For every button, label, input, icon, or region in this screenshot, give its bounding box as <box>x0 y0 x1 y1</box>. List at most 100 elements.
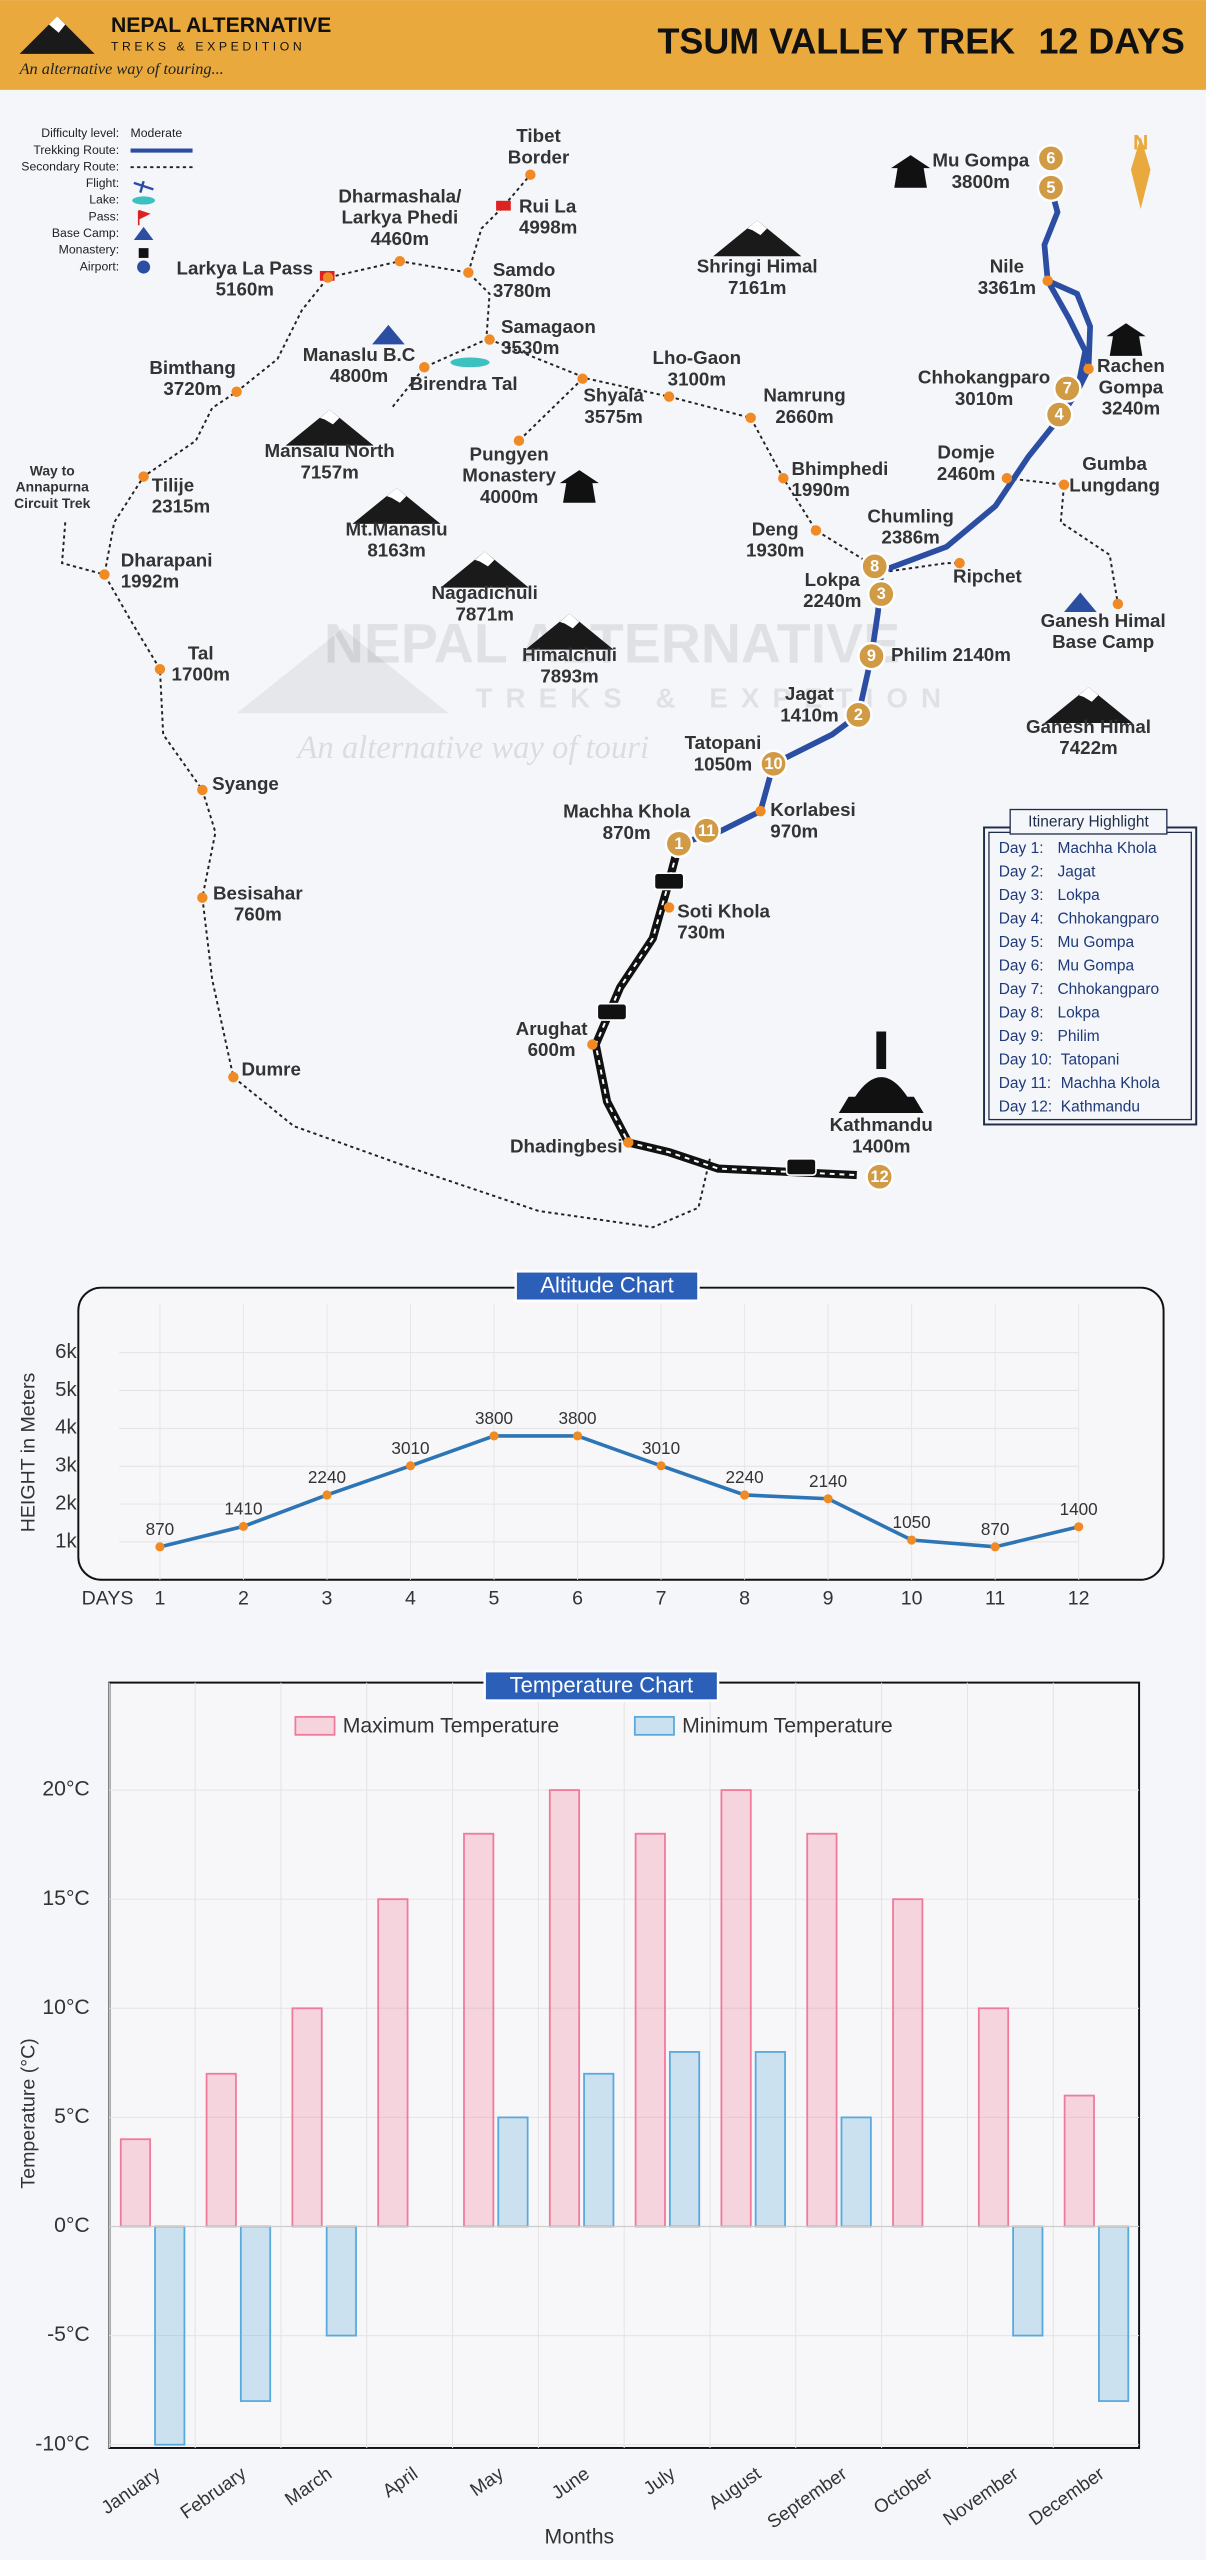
itinerary-title: Itinerary Highlight <box>1028 814 1149 831</box>
place-label: Tibet <box>516 125 561 146</box>
day-marker-label: 8 <box>870 557 879 575</box>
place-label: Soti Khola <box>677 900 770 921</box>
legend-flight <box>133 180 154 193</box>
place-label: 7422m <box>1059 737 1117 758</box>
place-label: Larkya Phedi <box>341 207 458 228</box>
day-marker <box>844 700 873 730</box>
compass <box>1130 137 1151 209</box>
mountain-snow <box>319 409 340 425</box>
place-label: Syange <box>212 773 279 794</box>
monastery-icon <box>891 155 931 188</box>
stop-dot <box>577 373 588 384</box>
place-label: 3780m <box>493 280 551 301</box>
secondary-route <box>467 174 532 273</box>
stop-dot <box>322 272 334 283</box>
temperature-bar <box>754 2051 786 2228</box>
place-label: Border <box>508 146 570 167</box>
place-label: Machha Khola <box>563 801 691 822</box>
temperature-bar <box>634 1832 666 2228</box>
place-label: Tal <box>188 642 214 663</box>
day-marker <box>759 749 788 779</box>
place-label: Mt.Manaslu <box>346 518 448 539</box>
stop-dot <box>778 473 789 484</box>
watermark: TREKS & EXPETION <box>475 683 954 714</box>
place-label: 870m <box>603 822 651 843</box>
place-label: Namrung <box>763 385 845 406</box>
stop-dot <box>513 435 525 446</box>
stop-dot <box>755 805 766 817</box>
place-label: Circuit Trek <box>14 495 91 511</box>
itinerary-day: Day 5: <box>999 934 1044 951</box>
itinerary-day: Day 11: <box>999 1075 1051 1092</box>
itinerary-day: Day 4: <box>999 910 1044 927</box>
place-label: Besisahar <box>213 882 303 903</box>
altitude-point <box>322 1490 332 1500</box>
data-label: 1050 <box>893 1512 931 1532</box>
day-marker <box>866 579 896 609</box>
mountain-snow <box>474 551 495 567</box>
day-marker <box>664 829 694 859</box>
temperature-bar <box>497 2116 529 2228</box>
place-label: 1990m <box>791 479 849 500</box>
place-label: 3530m <box>501 337 559 358</box>
legend-label: Maximum Temperature <box>343 1714 559 1737</box>
mountain-icon <box>352 488 441 524</box>
y-tick-label: 20°C <box>42 1778 89 1801</box>
secondary-route <box>60 522 105 576</box>
day-marker <box>1044 400 1074 429</box>
day-marker <box>1053 374 1082 403</box>
place-label: 730m <box>677 921 725 942</box>
watermark-mountain <box>236 628 449 714</box>
data-label: 2240 <box>308 1467 346 1487</box>
place-label: 3240m <box>1102 398 1160 419</box>
itinerary-place: Lokpa <box>1057 1004 1100 1021</box>
place-label: Birendra Tal <box>410 373 518 394</box>
place-label: 7157m <box>300 461 358 482</box>
stop-dot <box>419 362 430 373</box>
logo <box>19 16 95 54</box>
y-tick-label: 4k <box>55 1417 77 1439</box>
stop-dot <box>231 386 242 397</box>
stop-dot <box>525 169 536 180</box>
road-dash <box>594 843 857 1177</box>
place-label: Gompa <box>1099 376 1164 397</box>
place-label: 2315m <box>152 496 210 517</box>
x-axis-label: DAYS <box>82 1588 134 1610</box>
watermark: NEPAL ALTERNATIVE <box>324 613 900 675</box>
x-tick-label: 2 <box>238 1588 249 1610</box>
legend-value: Moderate <box>131 126 183 140</box>
altitude-point <box>572 1431 583 1441</box>
place-label: Monastery <box>462 465 556 486</box>
stop-dot <box>663 902 675 913</box>
legend-lake <box>132 196 156 205</box>
chart-title: Altitude Chart <box>540 1273 673 1298</box>
place-label: Himalchuli <box>522 644 617 665</box>
brand: NEPAL ALTERNATIVE <box>111 14 331 37</box>
stop-dot <box>1112 598 1124 610</box>
stop-dot <box>1083 363 1094 375</box>
data-label: 3010 <box>642 1438 680 1458</box>
itinerary-day: Day 12: <box>999 1098 1052 1115</box>
place-label: Jagat <box>785 683 835 704</box>
place-label: Shringi Himal <box>697 256 818 277</box>
legend-camp <box>133 226 154 240</box>
altitude-point <box>907 1535 917 1545</box>
y-tick-label: 2k <box>55 1492 77 1514</box>
place-label: 760m <box>234 904 282 925</box>
brand-sub: TREKS & EXPEDITION <box>111 40 305 54</box>
place-label: Shyala <box>583 385 644 406</box>
place-label: Mu Gompa <box>932 150 1029 171</box>
stop-dot <box>99 569 110 580</box>
mountain-icon <box>1044 687 1133 724</box>
itinerary-place: Kathmandu <box>1061 1098 1140 1115</box>
day-marker-label: 7 <box>1063 380 1072 398</box>
place-label: 970m <box>770 820 818 841</box>
stop-dot <box>138 471 149 482</box>
mountain-snow <box>1078 687 1099 702</box>
bus-icon <box>785 1157 817 1176</box>
x-tick-label: 5 <box>489 1588 500 1610</box>
mountain-icon <box>525 613 614 650</box>
mountain-icon <box>285 409 374 446</box>
place-label: 7871m <box>455 603 513 624</box>
day-marker <box>860 552 889 581</box>
